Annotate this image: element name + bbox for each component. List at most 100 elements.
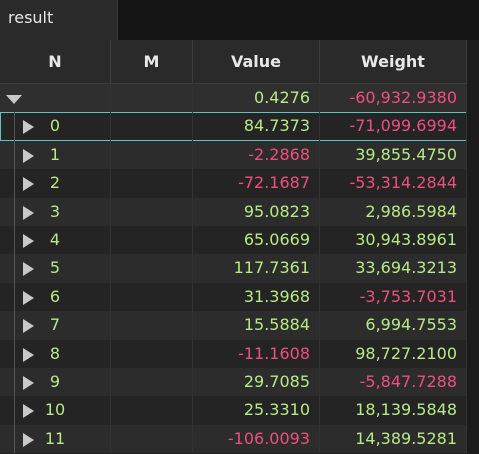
expand-arrow-icon[interactable]: [23, 233, 34, 248]
n-cell: 8: [0, 339, 111, 368]
m-cell: [111, 311, 193, 340]
m-cell: [111, 112, 193, 141]
weight-cell: 30,943.8961: [320, 225, 467, 255]
expand-arrow-icon[interactable]: [23, 262, 34, 277]
value-cell: 15.5884: [193, 311, 320, 340]
tree-guide-line: [14, 311, 15, 340]
n-cell: 0: [0, 112, 111, 141]
summary-value-cell: 0.4276: [193, 84, 320, 113]
weight-cell: 33,694.3213: [320, 254, 467, 283]
m-cell: [111, 282, 193, 312]
expand-arrow-icon[interactable]: [23, 290, 34, 305]
scrollbar[interactable]: [467, 40, 479, 454]
m-cell: [111, 367, 193, 397]
expand-arrow-icon[interactable]: [23, 177, 34, 192]
n-cell: 2: [0, 169, 111, 198]
expand-arrow-icon[interactable]: [23, 347, 34, 362]
m-cell: [111, 396, 193, 425]
tree-guide-line: [14, 169, 15, 198]
expand-arrow-icon[interactable]: [23, 205, 34, 220]
weight-cell: 2,986.5984: [320, 197, 467, 226]
value-cell: -11.1608: [193, 339, 320, 368]
tree-guide-line: [14, 225, 15, 255]
value-cell: 25.3310: [193, 396, 320, 425]
tab-result-label: result: [8, 8, 54, 27]
n-cell: 3: [0, 197, 111, 226]
value-cell: -106.0093: [193, 424, 320, 454]
value-cell: -2.2868: [193, 140, 320, 170]
n-cell: 4: [0, 225, 111, 255]
table-row[interactable]: 10 25.3310 18,139.5848: [0, 396, 467, 425]
value-cell: 84.7373: [193, 112, 320, 141]
tree-guide-line: [14, 112, 15, 141]
weight-cell: 14,389.5281: [320, 424, 467, 454]
table-row[interactable]: 1 -2.2868 39,855.4750: [0, 140, 467, 170]
tree-guide-line: [14, 339, 15, 368]
weight-cell: -53,314.2844: [320, 169, 467, 198]
summary-row[interactable]: 0.4276 -60,932.9380: [0, 84, 467, 113]
weight-cell: -5,847.7288: [320, 367, 467, 397]
m-cell: [111, 424, 193, 454]
weight-cell: -3,753.7031: [320, 282, 467, 312]
weight-cell: 39,855.4750: [320, 140, 467, 170]
table-row[interactable]: 3 95.0823 2,986.5984: [0, 197, 467, 226]
expand-arrow-icon[interactable]: [23, 120, 34, 135]
tab-result[interactable]: result: [0, 0, 118, 40]
summary-n-cell: [0, 84, 111, 113]
expand-arrow-icon[interactable]: [23, 404, 34, 419]
table-row[interactable]: 11 -106.0093 14,389.5281: [0, 424, 467, 454]
table-body: 0.4276 -60,932.9380 0 84.7373 -71,099.6994…: [0, 84, 467, 454]
column-header-value[interactable]: Value: [193, 40, 320, 83]
value-cell: 31.3968: [193, 282, 320, 312]
n-cell: 6: [0, 282, 111, 312]
tree-guide-line: [14, 254, 15, 283]
table-row[interactable]: 8 -11.1608 98,727.2100: [0, 339, 467, 368]
table-row[interactable]: 6 31.3968 -3,753.7031: [0, 282, 467, 312]
m-cell: [111, 169, 193, 198]
tab-bar: result: [0, 0, 479, 40]
n-cell: 9: [0, 367, 111, 397]
value-cell: -72.1687: [193, 169, 320, 198]
n-cell: 11: [0, 424, 111, 454]
tree-guide-line: [14, 282, 15, 312]
weight-cell: 98,727.2100: [320, 339, 467, 368]
expand-arrow-icon[interactable]: [23, 375, 34, 390]
expand-arrow-icon[interactable]: [23, 319, 34, 334]
column-header-weight[interactable]: Weight: [320, 40, 467, 83]
table-row[interactable]: 9 29.7085 -5,847.7288: [0, 367, 467, 397]
tree-guide-line: [14, 197, 15, 226]
m-cell: [111, 197, 193, 226]
expand-arrow-icon[interactable]: [23, 432, 34, 447]
table-row[interactable]: 7 15.5884 6,994.7553: [0, 311, 467, 340]
tree-guide-line: [14, 396, 15, 425]
n-cell: 10: [0, 396, 111, 425]
summary-m-cell: [111, 84, 193, 113]
weight-cell: 6,994.7553: [320, 311, 467, 340]
weight-cell: 18,139.5848: [320, 396, 467, 425]
value-cell: 65.0669: [193, 225, 320, 255]
value-cell: 117.7361: [193, 254, 320, 283]
n-cell: 5: [0, 254, 111, 283]
column-header-m[interactable]: M: [111, 40, 193, 83]
column-header-n[interactable]: N: [0, 40, 111, 83]
value-cell: 29.7085: [193, 367, 320, 397]
table-row[interactable]: 5 117.7361 33,694.3213: [0, 254, 467, 283]
expand-arrow-icon[interactable]: [23, 148, 34, 163]
m-cell: [111, 254, 193, 283]
n-cell: 7: [0, 311, 111, 340]
tree-guide-line: [14, 140, 15, 170]
m-cell: [111, 225, 193, 255]
table-row[interactable]: 2 -72.1687 -53,314.2844: [0, 169, 467, 198]
weight-cell: -71,099.6994: [320, 112, 467, 141]
n-cell: 1: [0, 140, 111, 170]
tree-guide-line: [14, 367, 15, 397]
table-row[interactable]: 0 84.7373 -71,099.6994: [0, 112, 467, 141]
tree-guide-line: [14, 424, 15, 454]
summary-weight-cell: -60,932.9380: [320, 84, 467, 113]
table-row[interactable]: 4 65.0669 30,943.8961: [0, 225, 467, 255]
table-header: N M Value Weight: [0, 40, 479, 84]
m-cell: [111, 140, 193, 170]
collapse-arrow-icon[interactable]: [6, 95, 22, 104]
m-cell: [111, 339, 193, 368]
